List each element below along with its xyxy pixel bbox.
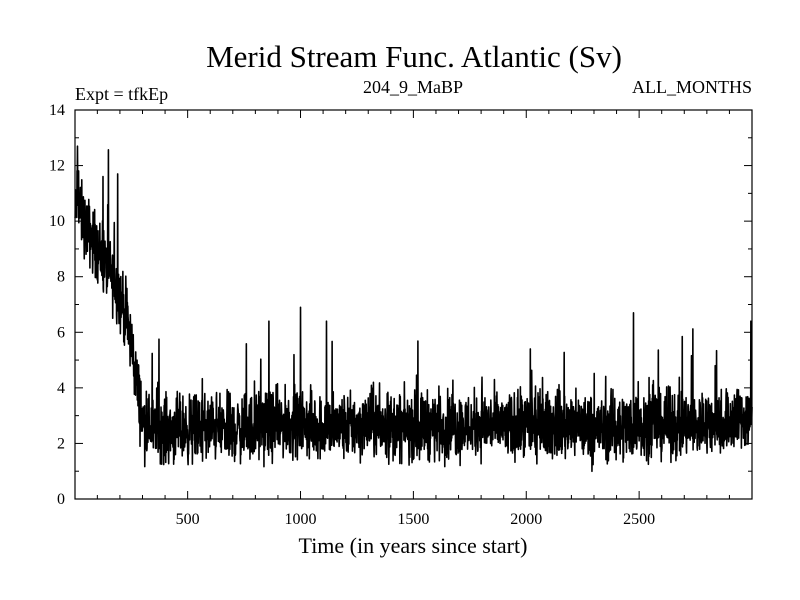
y-tick-label: 8 xyxy=(57,269,65,286)
y-tick-label: 4 xyxy=(57,380,65,397)
y-tick-label: 14 xyxy=(49,102,65,119)
y-tick-label: 6 xyxy=(57,324,65,341)
axes: 500 1000 1500 2000 2500 0 2 4 6 8 10 12 14 xyxy=(49,102,753,528)
x-tick-label: 500 xyxy=(176,511,200,528)
x-axis-label: Time (in years since start) xyxy=(299,533,528,558)
x-tick-label: 1000 xyxy=(285,511,317,528)
x-tick-label: 2500 xyxy=(623,511,655,528)
y-tick-label: 10 xyxy=(49,213,65,230)
y-tick-label: 12 xyxy=(49,158,65,175)
series-line xyxy=(74,145,753,473)
subtitle-months: ALL_MONTHS xyxy=(632,77,752,97)
y-tick-label: 0 xyxy=(57,491,65,508)
chart-title: Merid Stream Func. Atlantic (Sv) xyxy=(206,39,622,74)
x-tick-label: 2000 xyxy=(510,511,542,528)
subtitle-age: 204_9_MaBP xyxy=(363,77,463,97)
y-tick-label: 2 xyxy=(57,435,65,452)
plot-series xyxy=(74,145,753,473)
subtitle-experiment: Expt = tfkEp xyxy=(75,84,168,104)
x-tick-label: 1500 xyxy=(397,511,429,528)
